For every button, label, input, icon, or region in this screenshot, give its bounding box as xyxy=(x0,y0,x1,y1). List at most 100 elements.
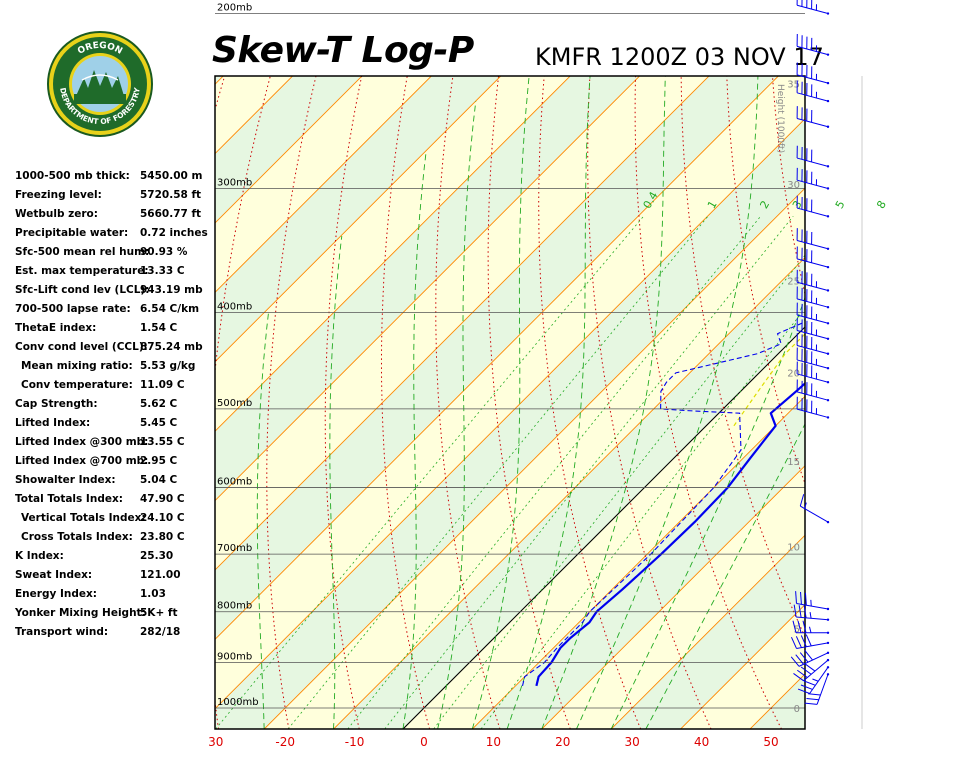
dry-adiabat xyxy=(933,0,960,729)
wind-barb xyxy=(796,333,830,355)
index-row: Lifted Index @300 mb: 13.55 C xyxy=(15,436,215,455)
index-value: 5.45 C xyxy=(140,417,178,429)
wind-barb-full xyxy=(803,680,816,686)
index-row: Est. max temperature: 13.33 C xyxy=(15,265,215,284)
index-row: Total Totals Index: 47.90 C xyxy=(15,493,215,512)
wind-barb-staff xyxy=(796,314,829,324)
isotherm-line xyxy=(215,76,571,432)
wind-barb-base xyxy=(826,618,830,621)
wind-barb xyxy=(796,269,830,292)
index-value: 875.24 mb xyxy=(140,341,203,353)
wind-barb-full xyxy=(800,635,807,647)
wind-barb-base xyxy=(826,658,830,662)
index-row: Conv cond level (CCL): 875.24 mb xyxy=(15,341,215,360)
moist-adiabat xyxy=(402,150,427,729)
isotherm-line xyxy=(471,395,805,729)
index-value: 5660.77 ft xyxy=(140,208,202,220)
index-label: Lifted Index: xyxy=(15,417,91,429)
wind-barb xyxy=(796,80,830,103)
index-value: 121.00 xyxy=(140,569,181,581)
x-tick-label: -10 xyxy=(345,735,365,749)
index-row: Conv temperature: 11.09 C xyxy=(15,379,215,398)
isotherm-line xyxy=(610,534,805,729)
wind-barb xyxy=(790,650,830,667)
wind-barb xyxy=(796,195,830,218)
isotherm-line xyxy=(215,76,780,641)
wind-barb-full xyxy=(799,652,809,663)
wind-barb-staff xyxy=(796,74,829,84)
index-value: 5.62 C xyxy=(140,398,178,410)
index-label: Est. max temperature: xyxy=(15,265,149,277)
index-label: Energy Index: xyxy=(15,588,97,600)
wind-barb-staff xyxy=(796,616,829,621)
x-tick-label: 30 xyxy=(208,735,223,749)
index-row: Lifted Index @700 mb: 2.95 C xyxy=(15,455,215,474)
wind-barb xyxy=(796,361,830,384)
index-label: Lifted Index @300 mb: xyxy=(15,436,149,448)
wind-barb-base xyxy=(826,99,830,103)
wind-barb-full xyxy=(795,591,797,604)
index-value: 24.10 C xyxy=(140,512,185,524)
index-row: Yonker Mixing Height: 5K+ ft xyxy=(15,607,215,626)
pressure-label: 400mb xyxy=(217,302,252,313)
wind-barb xyxy=(796,62,830,85)
index-label: Total Totals Index: xyxy=(15,493,123,505)
index-value: 11.09 C xyxy=(140,379,185,391)
wind-barb-staff xyxy=(796,258,829,268)
pressure-label: 900mb xyxy=(217,652,252,663)
wind-barb xyxy=(790,634,830,649)
index-row: Cap Strength: 5.62 C xyxy=(15,398,215,417)
wind-barb-staff xyxy=(796,344,829,355)
wind-barb xyxy=(792,620,830,634)
wind-barb-half xyxy=(809,612,812,619)
index-row: Energy Index: 1.03 xyxy=(15,588,215,607)
isotherm-line xyxy=(215,76,710,571)
index-row: Mean mixing ratio: 5.53 g/kg xyxy=(15,360,215,379)
index-label: Showalter Index: xyxy=(15,474,116,486)
index-value: 25.30 xyxy=(140,550,174,562)
wind-barb-base xyxy=(826,398,830,402)
wind-barb-staff xyxy=(796,92,829,102)
index-label: Cap Strength: xyxy=(15,398,98,410)
moist-adiabat xyxy=(329,236,343,729)
wind-barb-staff xyxy=(796,391,829,401)
temperature-profile xyxy=(535,381,805,687)
index-row: K Index: 25.30 xyxy=(15,550,215,569)
wind-barb xyxy=(796,318,830,340)
wind-barb-base xyxy=(826,337,830,340)
index-value: 282/18 xyxy=(140,626,181,638)
x-tick-label: 50 xyxy=(763,735,778,749)
wind-barb-base xyxy=(826,12,830,15)
wind-barb-staff xyxy=(809,667,829,694)
index-value: 13.55 C xyxy=(140,436,185,448)
index-row: 700-500 lapse rate: 6.54 C/km xyxy=(15,303,215,322)
wind-barb-base xyxy=(826,322,830,325)
wind-barb xyxy=(796,106,830,128)
wind-barb-full xyxy=(804,663,816,672)
wind-barb-staff xyxy=(816,674,829,705)
index-row: ThetaE index: 1.54 C xyxy=(15,322,215,341)
chart-title: Skew-T Log-P xyxy=(212,30,474,71)
wind-barb-base xyxy=(826,367,830,370)
isotherm-band xyxy=(799,0,960,749)
wind-barb xyxy=(796,347,830,370)
wind-barb xyxy=(804,673,830,705)
plot-border xyxy=(214,75,806,730)
wind-barb-base xyxy=(826,215,830,218)
moist-adiabat xyxy=(575,76,759,729)
wind-barb-half xyxy=(804,502,807,509)
wind-barb xyxy=(796,286,830,309)
logo-top-text: OREGON xyxy=(76,41,124,57)
index-value: 47.90 C xyxy=(140,493,185,505)
wind-barb-base xyxy=(826,125,830,128)
freezing-isotherm xyxy=(402,326,805,729)
mixing-ratio-line xyxy=(215,216,644,729)
wind-barb-full xyxy=(792,620,797,633)
wind-barb-full xyxy=(806,697,819,701)
wind-barb-full xyxy=(808,693,821,696)
index-value: 5K+ ft xyxy=(140,607,178,619)
isotherm-line xyxy=(541,465,805,729)
wind-barb-staff xyxy=(796,207,829,217)
moist-adiabat xyxy=(506,76,591,729)
wind-barb-staff xyxy=(796,179,829,189)
